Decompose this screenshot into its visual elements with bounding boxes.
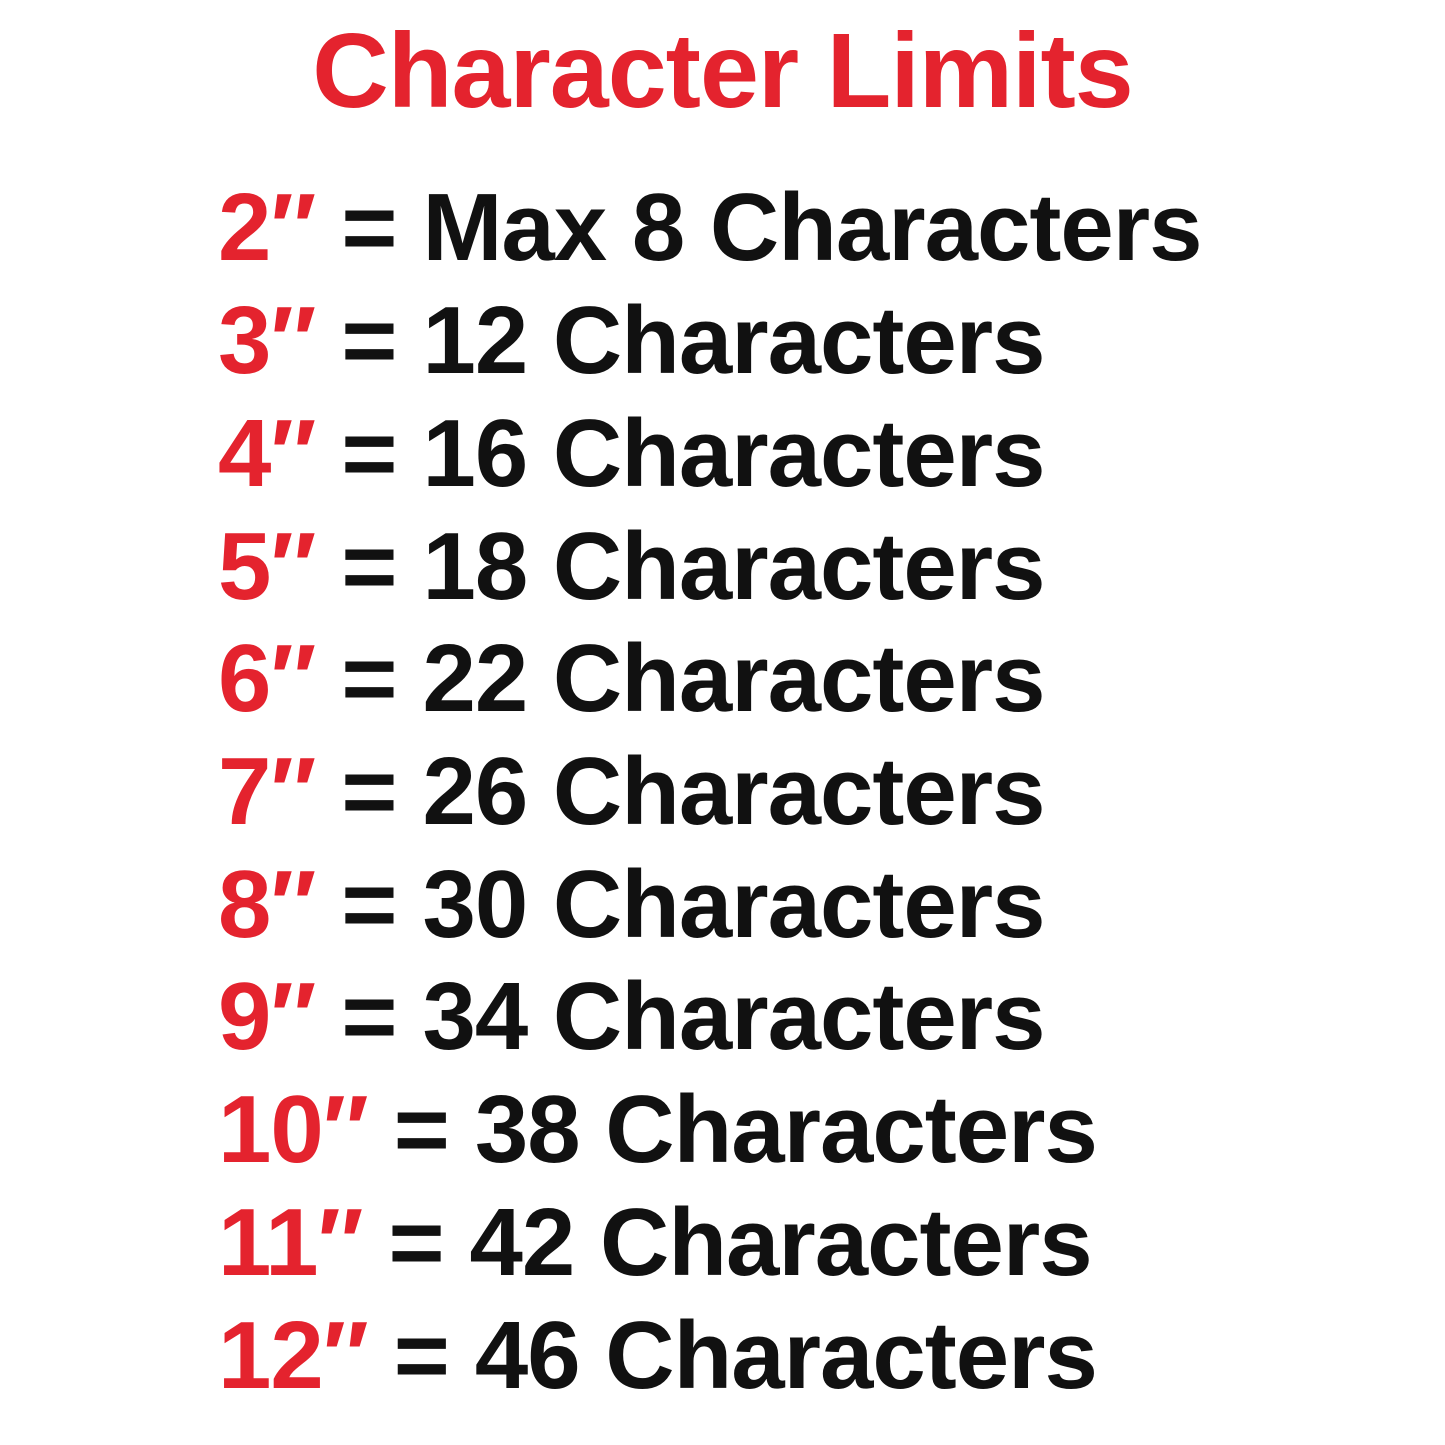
limit-text: 30 Characters — [422, 850, 1045, 958]
size-label: 4″ — [218, 399, 316, 507]
equals-sign: = — [341, 287, 397, 395]
equals-sign: = — [341, 963, 397, 1071]
limit-text: 16 Characters — [422, 399, 1045, 507]
limit-row: 7″ = 26 Characters — [218, 736, 1445, 849]
equals-sign: = — [341, 399, 397, 507]
size-label: 9″ — [218, 963, 316, 1071]
size-label: 5″ — [218, 512, 316, 620]
size-label: 7″ — [218, 737, 316, 845]
equals-sign: = — [341, 737, 397, 845]
limit-row: 5″ = 18 Characters — [218, 511, 1445, 624]
limit-text: 12 Characters — [422, 287, 1045, 395]
limit-text: Max 8 Characters — [422, 174, 1202, 282]
size-label: 11″ — [218, 1188, 363, 1296]
equals-sign: = — [341, 625, 397, 733]
limit-row: 12″ = 46 Characters — [218, 1300, 1445, 1413]
limit-row: 9″ = 34 Characters — [218, 961, 1445, 1074]
size-label: 10″ — [218, 1076, 369, 1184]
equals-sign: = — [393, 1301, 450, 1409]
limit-row: 11″ = 42 Characters — [218, 1187, 1445, 1300]
limit-text: 46 Characters — [474, 1301, 1098, 1409]
limit-row: 3″ = 12 Characters — [218, 285, 1445, 398]
page-title: Character Limits — [312, 12, 1134, 130]
size-label: 2″ — [218, 174, 316, 282]
equals-sign: = — [341, 850, 397, 958]
limit-text: 42 Characters — [469, 1188, 1093, 1296]
limit-row: 2″ = Max 8 Characters — [218, 172, 1445, 285]
limit-text: 38 Characters — [474, 1076, 1098, 1184]
size-label: 3″ — [218, 287, 316, 395]
limit-text: 18 Characters — [422, 512, 1045, 620]
size-label: 8″ — [218, 850, 316, 958]
limit-row: 6″ = 22 Characters — [218, 623, 1445, 736]
size-label: 6″ — [218, 625, 316, 733]
equals-sign: = — [341, 174, 397, 282]
limit-row: 4″ = 16 Characters — [218, 398, 1445, 511]
limit-text: 34 Characters — [422, 963, 1045, 1071]
size-label: 12″ — [218, 1301, 369, 1409]
limit-row: 8″ = 30 Characters — [218, 849, 1445, 962]
limit-text: 22 Characters — [422, 625, 1045, 733]
limit-text: 26 Characters — [422, 737, 1045, 845]
limit-row: 10″ = 38 Characters — [218, 1074, 1445, 1187]
equals-sign: = — [393, 1076, 450, 1184]
equals-sign: = — [341, 512, 397, 620]
equals-sign: = — [388, 1188, 444, 1296]
character-limit-list: 2″ = Max 8 Characters 3″ = 12 Characters… — [0, 172, 1445, 1412]
